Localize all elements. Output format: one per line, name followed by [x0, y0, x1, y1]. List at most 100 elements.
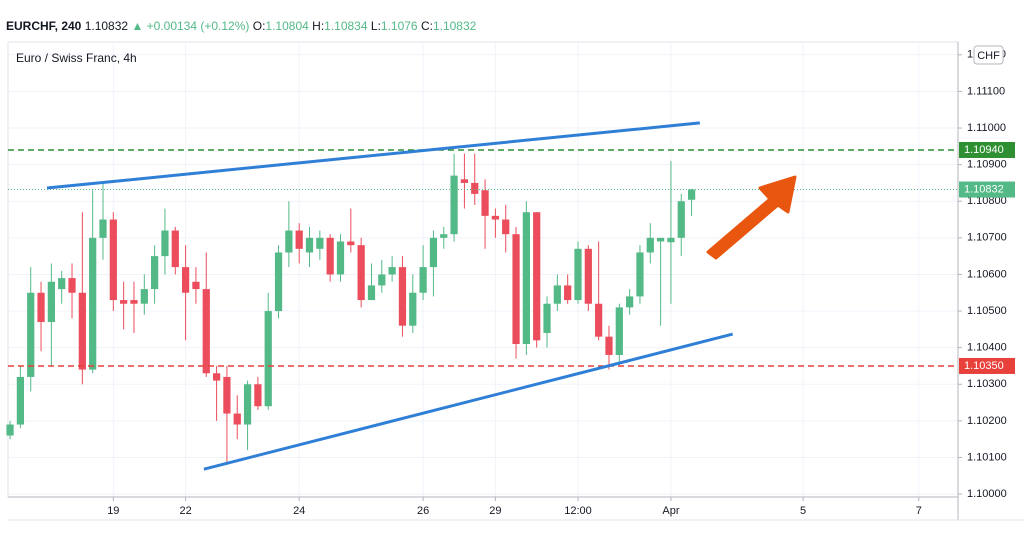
close-value: 1.10832 — [432, 19, 477, 33]
candle-body — [512, 234, 520, 344]
x-tick-label: 26 — [417, 505, 429, 517]
candle-body — [605, 336, 613, 355]
candle-body — [181, 267, 190, 293]
candle-body — [367, 285, 376, 301]
high-label: H: — [312, 19, 325, 33]
x-tick-label: 5 — [800, 505, 806, 517]
candle-body — [636, 252, 644, 297]
candle-body — [305, 237, 314, 253]
candle-body — [471, 182, 479, 194]
candle-body — [264, 311, 272, 407]
candle-body — [120, 300, 128, 304]
trend-line — [203, 332, 734, 471]
change: ▲ +0.00134 (+0.12%) — [131, 19, 250, 33]
last-price-box — [959, 181, 1015, 198]
candle-body — [27, 292, 35, 377]
open-value: 1.10804 — [265, 19, 309, 33]
candle-body — [130, 300, 138, 304]
candle-body — [37, 292, 45, 323]
level-label: 1.10350 — [964, 360, 1004, 372]
x-tick-label: 22 — [179, 505, 191, 517]
y-tick-label: 1.10600 — [967, 268, 1007, 280]
candle-body — [171, 230, 179, 268]
level-label-box — [959, 141, 1015, 158]
candle-body — [274, 252, 283, 312]
x-tick-label: 24 — [293, 505, 305, 517]
y-tick-label: 1.10000 — [967, 488, 1007, 500]
candle-body — [409, 292, 417, 326]
header: EURCHF, 240 1.10832 ▲ +0.00134 (+0.12%) … — [6, 19, 476, 33]
candle-body — [78, 292, 86, 370]
candle-body — [357, 245, 365, 301]
x-tick-label: 29 — [489, 505, 501, 517]
x-tick-label: 12:00 — [564, 505, 592, 517]
y-tick-label: 1.10900 — [967, 159, 1007, 171]
high-value: 1.10834 — [324, 19, 368, 33]
candle-body — [533, 212, 541, 341]
last-price-label: 1.10832 — [964, 183, 1004, 195]
candle-body — [347, 241, 355, 246]
candle-body — [6, 424, 14, 436]
candle-body — [584, 248, 592, 304]
candle-body — [450, 175, 458, 235]
y-tick-label: 1.11100 — [967, 85, 1005, 97]
candle-body — [16, 376, 25, 425]
legend: Euro / Swiss Franc, 4h — [16, 51, 137, 65]
x-tick-label: 7 — [916, 505, 922, 517]
candle-body — [398, 267, 407, 326]
candle-body — [378, 274, 386, 286]
candle-body — [151, 256, 159, 290]
candle-body — [481, 190, 489, 216]
candle-body — [285, 230, 293, 253]
candle-body — [419, 267, 427, 293]
candle-body — [626, 296, 634, 308]
candle-body — [429, 237, 438, 268]
candle-body — [440, 234, 448, 238]
candle-body — [667, 237, 675, 243]
candle-body — [460, 179, 469, 183]
candle-body — [161, 230, 169, 257]
currency[interactable]: CHF — [977, 50, 1000, 62]
candle-body — [212, 373, 221, 381]
candle-body — [646, 237, 654, 253]
close-label: C: — [420, 19, 433, 33]
trend-line — [46, 121, 700, 190]
candle-body — [316, 237, 324, 249]
candle-body — [58, 278, 66, 290]
candle-body — [502, 219, 510, 235]
last-price: 1.10832 — [84, 19, 129, 33]
candle-body — [47, 281, 55, 323]
y-tick-label: 1.10500 — [967, 305, 1007, 317]
candle-body — [254, 384, 262, 407]
arrow — [706, 175, 797, 260]
y-tick-label: 1.10800 — [967, 195, 1007, 207]
candle-body — [677, 201, 685, 238]
candle-body — [99, 219, 107, 238]
candle-body — [687, 189, 696, 200]
candle-body — [615, 307, 623, 355]
currency-button[interactable] — [973, 45, 1004, 65]
candle-body — [192, 281, 200, 290]
candle-body — [564, 285, 572, 301]
candle-body — [243, 384, 252, 425]
level-label: 1.10940 — [964, 144, 1004, 156]
level-label-box — [959, 357, 1015, 374]
candle-body — [491, 215, 500, 220]
candle-body — [202, 289, 210, 374]
candle-body — [89, 237, 97, 370]
candle-body — [595, 303, 603, 337]
y-tick-label: 1.10300 — [967, 378, 1007, 390]
candle-body — [543, 303, 551, 334]
low-label: L: — [370, 19, 381, 33]
y-tick-label: 1.10400 — [967, 342, 1007, 354]
candle-body — [109, 219, 117, 301]
y-tick-label: 1.10700 — [967, 232, 1007, 244]
candle-body — [223, 376, 231, 414]
candle-body — [140, 289, 148, 304]
candle-body — [233, 413, 241, 425]
candle-body — [336, 241, 345, 275]
open-label: O: — [252, 19, 266, 33]
y-tick-label: 1.10200 — [967, 415, 1007, 427]
candle-body — [68, 278, 76, 293]
